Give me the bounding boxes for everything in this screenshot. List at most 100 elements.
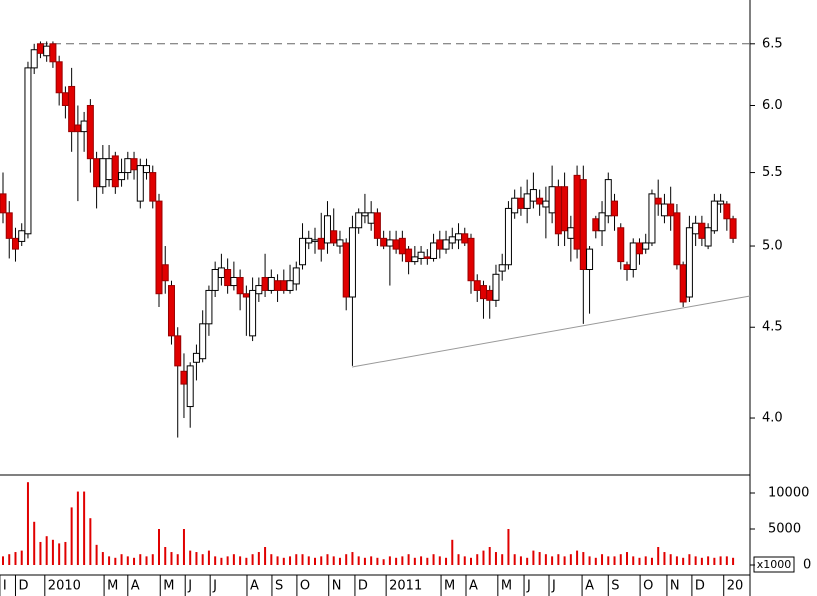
candle-body: [236, 276, 244, 295]
volume-bar: [139, 554, 142, 565]
candle-body: [536, 197, 544, 205]
candle-body: [561, 186, 569, 232]
x-tick-label: M: [107, 579, 118, 594]
candle-body: [604, 179, 612, 217]
volume-bar: [20, 550, 23, 565]
volume-bar: [363, 557, 366, 565]
candle-body: [230, 276, 238, 287]
volume-bar: [176, 554, 179, 565]
y-tick-label: 10000: [768, 486, 809, 501]
volume-bar: [289, 556, 292, 565]
volume-bar: [182, 529, 185, 565]
volume-bar: [232, 554, 235, 565]
candle-body: [411, 256, 419, 263]
volume-bar: [189, 550, 192, 565]
volume-bar: [532, 550, 535, 565]
volume-bar: [251, 554, 254, 565]
volume-bar: [601, 554, 604, 565]
volume-bar: [588, 556, 591, 565]
candle-body: [280, 280, 288, 291]
candle-body: [635, 242, 643, 255]
volume-bar: [51, 539, 54, 565]
candle-body: [486, 289, 494, 301]
candle-body: [261, 276, 269, 291]
x-tick-label: D: [358, 579, 368, 594]
candle-body: [105, 158, 113, 181]
volume-bar: [376, 557, 379, 565]
candle-body: [274, 280, 282, 291]
y-tick-label: 0: [803, 558, 811, 573]
volume-bar: [76, 491, 79, 565]
candle-body: [205, 289, 213, 325]
candle-body: [49, 43, 57, 63]
x-tick-label: N: [332, 579, 342, 594]
volume-bar: [382, 559, 385, 565]
candle-body: [579, 179, 587, 271]
candle-body: [74, 124, 82, 133]
volume-bar: [445, 557, 448, 565]
candle-body: [692, 222, 700, 235]
volume-bar: [688, 554, 691, 565]
candle-body: [61, 92, 69, 106]
volume-bar: [264, 547, 267, 565]
volume-bar: [544, 554, 547, 565]
volume-bar: [732, 557, 735, 565]
volume-bar: [650, 557, 653, 565]
candle-body: [143, 165, 151, 174]
x-tick-label: S: [275, 579, 283, 594]
volume-bar: [563, 556, 566, 565]
volume-bar: [682, 557, 685, 565]
candle-body: [504, 207, 512, 266]
x-tick-label: S: [611, 579, 619, 594]
candle-body: [355, 212, 363, 229]
x-tick-label: O: [643, 579, 653, 594]
volume-bar: [164, 547, 167, 565]
candle-body: [330, 230, 338, 244]
volume-bar: [713, 557, 716, 565]
volume-bar: [332, 556, 335, 565]
candle-body: [217, 267, 225, 278]
candle-body: [180, 370, 188, 385]
volume-bar: [158, 529, 160, 565]
candle-body: [430, 242, 438, 259]
volume-bar: [669, 554, 672, 565]
volume-bar: [33, 521, 36, 565]
y-tick-label: 5.5: [762, 165, 783, 180]
candle-body: [448, 236, 456, 244]
volume-bar: [619, 554, 622, 565]
volume-bar: [401, 556, 404, 565]
volume-bar: [83, 491, 86, 565]
volume-bar: [257, 552, 260, 565]
volume-bar: [295, 554, 298, 565]
volume-bar: [64, 541, 67, 565]
candle-body: [124, 158, 132, 174]
candle-body: [442, 239, 450, 250]
volume-bar: [45, 536, 48, 565]
x-tick-label: J: [551, 579, 556, 594]
candle-body: [99, 158, 107, 188]
candle-body: [598, 212, 606, 232]
candle-body: [492, 273, 500, 301]
candle-body: [93, 158, 101, 188]
volume-bar: [657, 547, 660, 565]
candle-body: [68, 85, 76, 133]
x-tick-label: J: [212, 579, 217, 594]
candle-body: [423, 256, 431, 259]
candle-body: [467, 237, 475, 282]
volume-bar: [314, 557, 316, 565]
volume-bar: [463, 556, 466, 565]
volume-bar: [26, 482, 29, 565]
volume-bar: [226, 556, 229, 565]
candle-body: [380, 237, 388, 247]
volume-bar: [420, 556, 423, 565]
volume-bar: [101, 552, 104, 565]
candle-body: [111, 155, 119, 188]
candle-body: [18, 230, 26, 242]
candle-body: [292, 267, 300, 285]
volume-bar: [133, 557, 136, 565]
volume-bar: [2, 556, 4, 565]
volume-bar: [214, 556, 217, 565]
x-tick-label: J: [526, 579, 531, 594]
volume-bar: [725, 556, 728, 565]
